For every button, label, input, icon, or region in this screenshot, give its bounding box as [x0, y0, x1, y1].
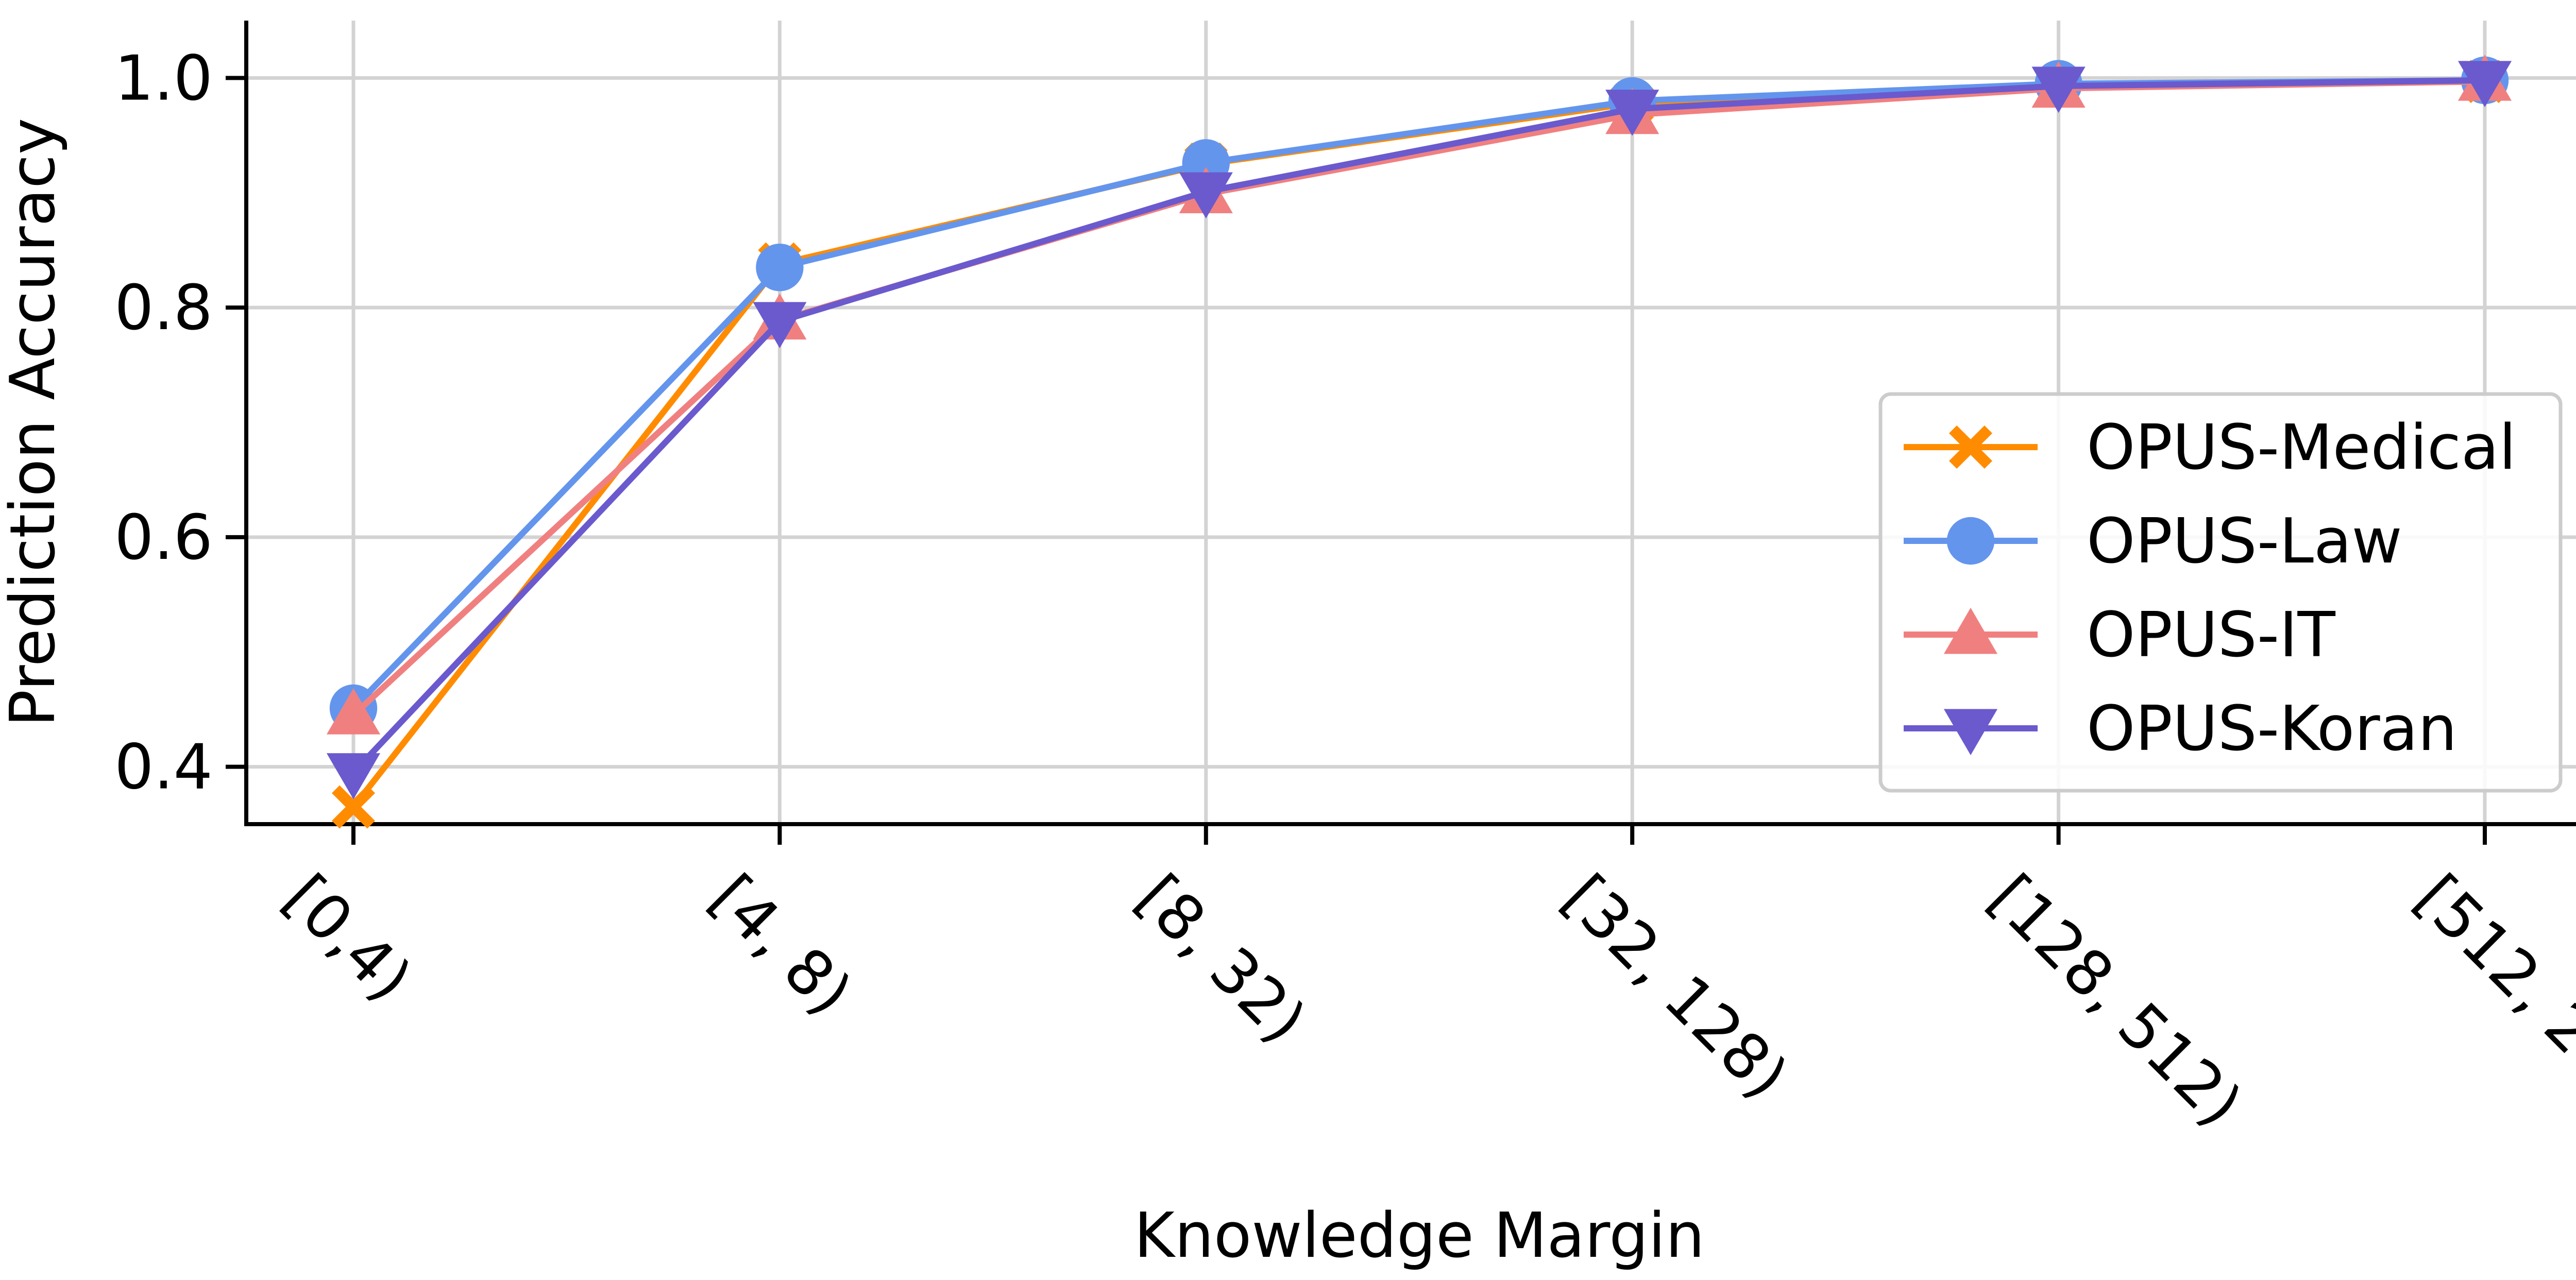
legend-label: OPUS-Law	[2087, 506, 2402, 577]
data-point	[1946, 517, 1995, 565]
data-point	[753, 302, 807, 348]
data-point	[1943, 709, 1998, 756]
x-tick-label: [128, 512)	[1976, 861, 2255, 1140]
data-point	[2458, 61, 2512, 107]
data-point	[2031, 66, 2086, 113]
series-line	[351, 77, 2485, 775]
legend-label: OPUS-Koran	[2087, 693, 2457, 765]
x-tick-label: [512, 2048]	[2402, 861, 2576, 1168]
data-point	[1943, 607, 1998, 654]
data-point	[326, 753, 381, 799]
legend-label: OPUS-IT	[2087, 600, 2336, 671]
x-axis-label: Knowledge Margin	[1134, 1200, 1705, 1272]
x-tick-label: [32, 128)	[1550, 861, 1801, 1113]
legend-label: OPUS-Medical	[2087, 412, 2516, 484]
data-point	[1949, 425, 1992, 469]
y-tick-label: 0.8	[114, 272, 213, 344]
x-tick-label: [4, 8)	[697, 861, 865, 1029]
x-tick-label: [8, 32)	[1123, 861, 1319, 1057]
data-point	[332, 785, 375, 829]
data-point	[1605, 90, 1659, 136]
data-point	[1179, 172, 1233, 219]
y-tick-label: 0.6	[114, 502, 213, 574]
x-tick-label: [0,4)	[270, 861, 425, 1015]
y-axis-label: Prediction Accuracy	[0, 118, 69, 727]
legend: OPUS-Medical OPUS-Law OPUS-IT OPUS-Koran	[1878, 392, 2563, 793]
data-point	[326, 688, 381, 735]
series-opus-koran	[326, 61, 2512, 799]
legend-box	[1878, 392, 2563, 793]
data-point	[756, 243, 804, 292]
y-tick-label: 0.4	[114, 732, 213, 804]
y-tick-label: 1.0	[114, 43, 213, 114]
